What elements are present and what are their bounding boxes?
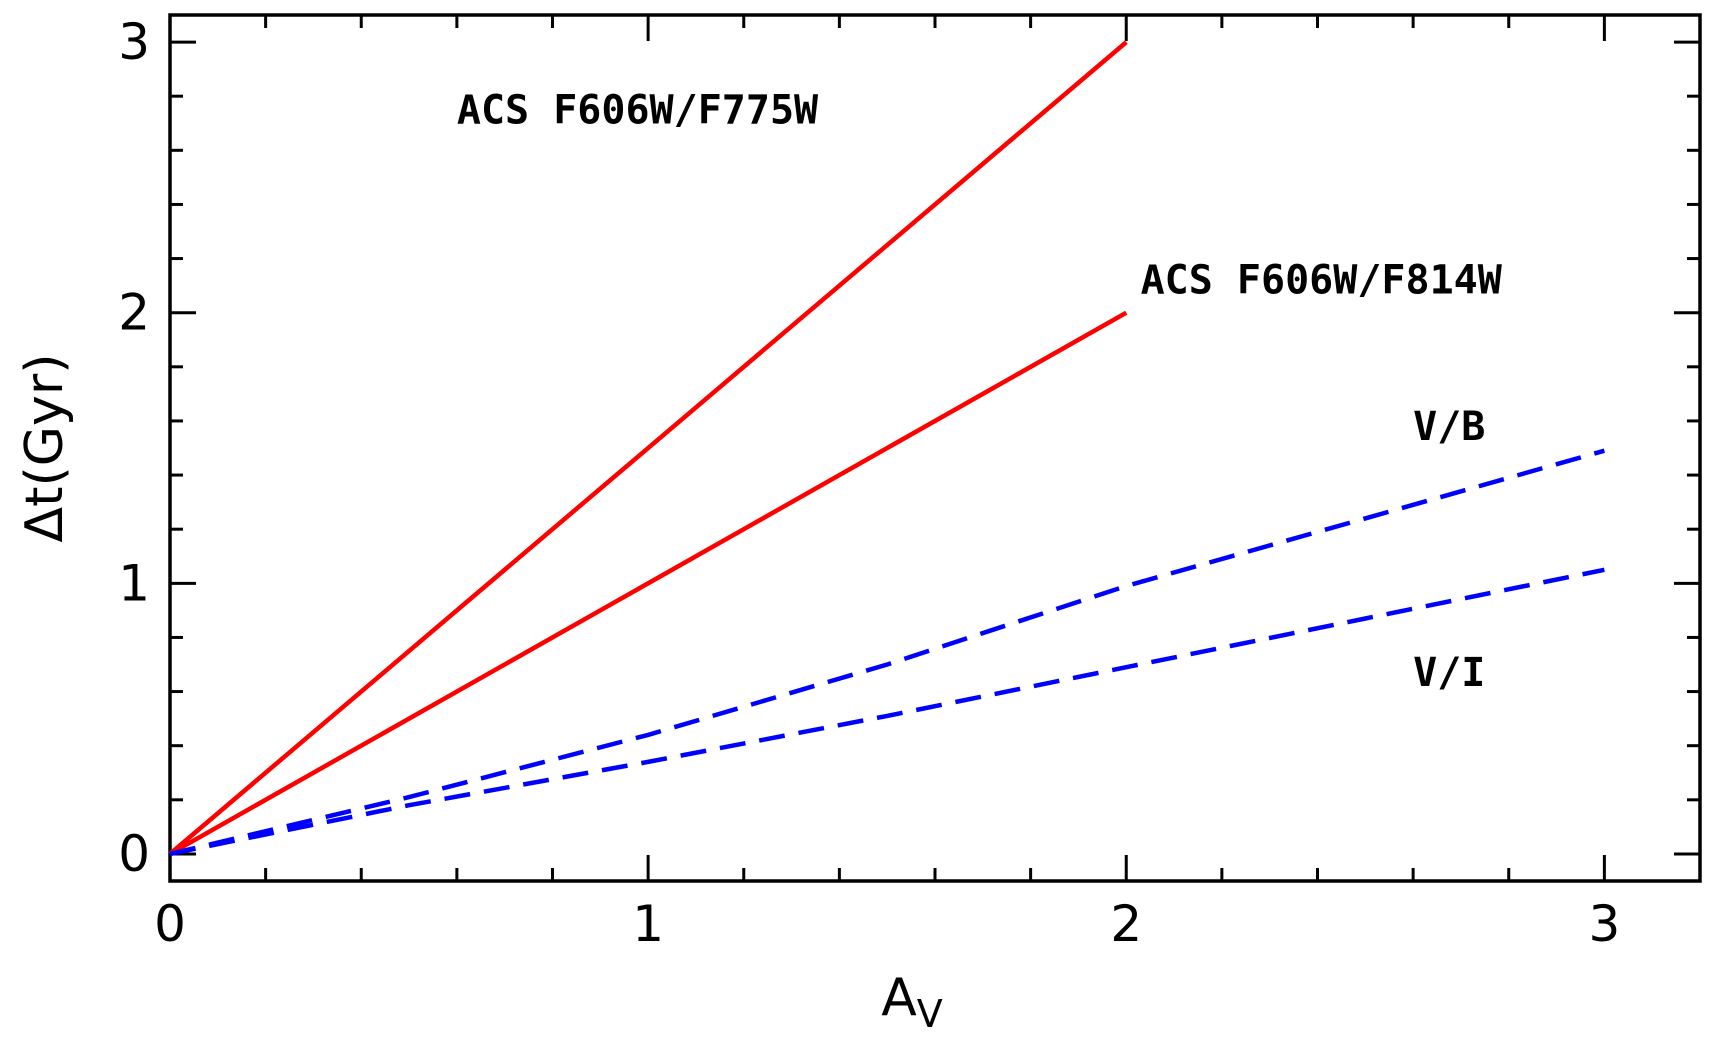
- series-labels: ACS F606W/F775W ACS F606W/F814W V/B V/I: [457, 87, 1503, 696]
- series-line-3: [169, 567, 1605, 857]
- y-tick-label: 0: [118, 825, 150, 883]
- x-tick-label: 1: [632, 895, 664, 953]
- x-tick-label: 3: [1588, 895, 1620, 953]
- series-line-2: [169, 448, 1606, 857]
- series-label-3: V/I: [1413, 650, 1485, 696]
- x-tick-label: 0: [154, 895, 186, 953]
- y-tick-label: 1: [118, 554, 150, 612]
- y-axis-label: Δt(Gyr): [15, 354, 75, 543]
- series-label-0: ACS F606W/F775W: [457, 87, 819, 133]
- series-line-0: [168, 40, 1128, 856]
- series-line-1: [168, 310, 1128, 856]
- y-tick-label: 3: [118, 13, 150, 71]
- x-axis-label-main: A: [881, 968, 917, 1028]
- axis-tick-labels: 0 1 2 3 0 1 2 3: [118, 13, 1620, 953]
- series-lines: [168, 40, 1606, 857]
- x-axis-label: AV: [881, 968, 943, 1036]
- series-label-2: V/B: [1413, 404, 1485, 450]
- series-label-1: ACS F606W/F814W: [1141, 258, 1503, 304]
- y-tick-label: 2: [118, 284, 150, 342]
- axis-ticks: [168, 15, 1702, 881]
- x-axis-label-subscript: V: [917, 992, 943, 1036]
- x-tick-label: 2: [1110, 895, 1142, 953]
